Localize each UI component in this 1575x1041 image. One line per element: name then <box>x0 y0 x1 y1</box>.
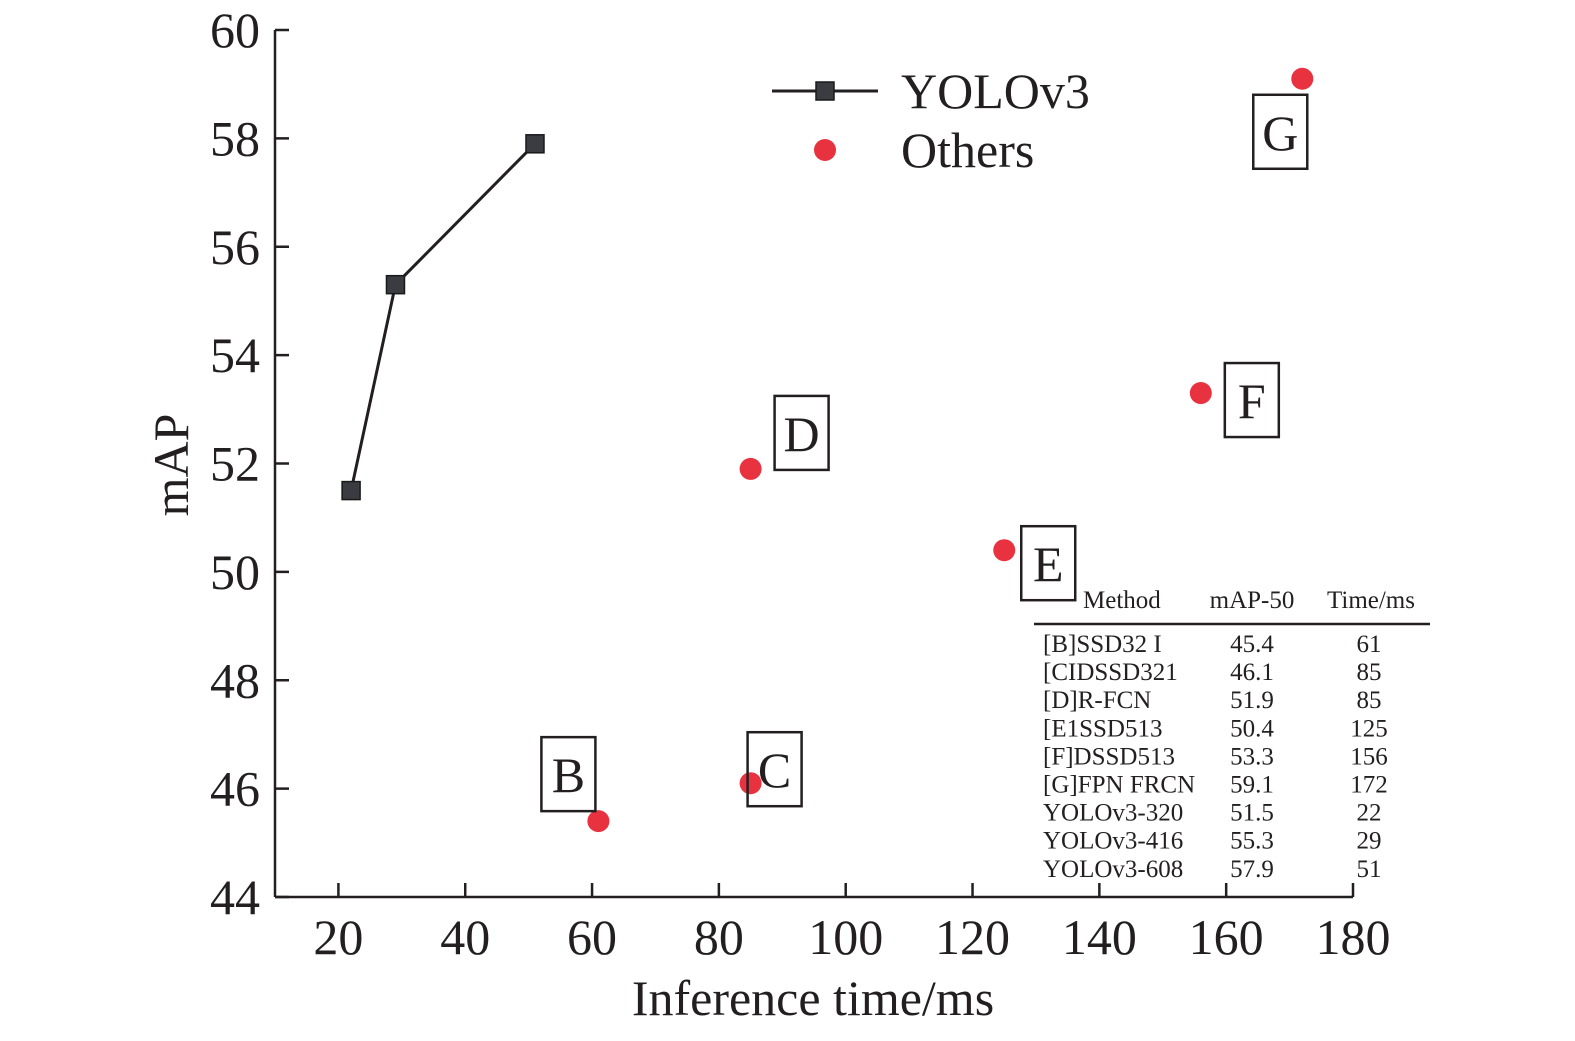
yolov3-point-0 <box>341 480 361 501</box>
axes <box>273 30 1353 899</box>
table-header-2: Time/ms <box>1327 587 1415 614</box>
point-label-F: F <box>1238 373 1266 429</box>
point-label-B: B <box>552 747 585 803</box>
table-cell: 51 <box>1357 856 1382 883</box>
yolov3-point-1 <box>385 274 406 295</box>
others-series: B C D E F G <box>540 67 1314 833</box>
table-cell: 61 <box>1357 631 1382 658</box>
table-cell: [CIDSSD321 <box>1043 659 1178 686</box>
y-tick-label-50: 50 <box>210 544 260 600</box>
table-header-1: mAP-50 <box>1210 587 1295 614</box>
table-cell: YOLOv3-320 <box>1043 800 1183 827</box>
label-box-B <box>540 735 597 813</box>
table-cell: [E1SSD513 <box>1043 715 1162 742</box>
y-tick-label-58: 58 <box>210 110 260 166</box>
y-axis-title: mAP <box>143 414 199 517</box>
y-axis-ticks: 44 46 48 50 52 54 56 58 60 <box>210 2 289 925</box>
yolov3-point-2 <box>525 134 545 154</box>
others-point-C <box>739 772 762 795</box>
x-tick-label-140: 140 <box>1062 909 1137 965</box>
table-header-0: Method <box>1083 587 1161 614</box>
table-cell: YOLOv3-416 <box>1043 828 1183 855</box>
point-label-E: E <box>1033 536 1064 592</box>
table-cell: 22 <box>1357 800 1382 827</box>
label-box-E <box>1019 524 1077 602</box>
table-cell: 125 <box>1350 715 1388 742</box>
x-tick-label-80: 80 <box>694 909 744 965</box>
yolov3-series <box>341 134 545 501</box>
legend-yolov3-marker <box>815 81 835 101</box>
point-label-G: G <box>1262 105 1298 161</box>
table-cell: 46.1 <box>1230 659 1274 686</box>
x-tick-label-20: 20 <box>313 909 363 965</box>
label-box-D <box>773 394 830 472</box>
table-cell: 57.9 <box>1230 856 1274 883</box>
table-cell: [G]FPN FRCN <box>1043 772 1195 799</box>
table-cell: 85 <box>1357 659 1382 686</box>
table-cell: 50.4 <box>1230 715 1274 742</box>
x-tick-label-120: 120 <box>935 909 1010 965</box>
table-cell: 29 <box>1357 828 1382 855</box>
table-cell: 53.3 <box>1230 743 1274 770</box>
y-tick-label-54: 54 <box>210 327 260 383</box>
y-tick-label-46: 46 <box>210 761 260 817</box>
table-cell: 172 <box>1350 772 1388 799</box>
results-table: Method mAP-50 Time/ms [B]SSD32 I 45.4 61 [CIDS… <box>1034 587 1430 883</box>
x-tick-label-180: 180 <box>1316 909 1391 965</box>
table-cell: [F]DSSD513 <box>1043 743 1175 770</box>
label-box-C <box>746 730 803 808</box>
table-cell: 51.5 <box>1230 800 1274 827</box>
label-box-G <box>1252 93 1309 171</box>
y-tick-label-52: 52 <box>210 436 260 492</box>
table-cell: 55.3 <box>1230 828 1274 855</box>
x-axis-title: Inference time/ms <box>632 970 994 1026</box>
table-cell: [B]SSD32 I <box>1043 631 1162 658</box>
point-label-D: D <box>784 406 820 462</box>
y-tick-label-48: 48 <box>210 652 260 708</box>
others-point-D <box>739 457 762 480</box>
others-point-B <box>587 810 610 833</box>
legend-others-label: Others <box>901 122 1034 178</box>
yolov3-line <box>349 142 537 491</box>
table-cell: 156 <box>1350 743 1388 770</box>
table-cell: 59.1 <box>1230 772 1274 799</box>
y-tick-label-56: 56 <box>210 219 260 275</box>
label-box-F <box>1223 361 1281 439</box>
x-tick-label-40: 40 <box>440 909 490 965</box>
table-cell: 85 <box>1357 687 1382 714</box>
y-tick-label-44: 44 <box>210 869 260 925</box>
x-tick-label-160: 160 <box>1189 909 1264 965</box>
y-tick-label-60: 60 <box>210 2 260 58</box>
table-cell: [D]R-FCN <box>1043 687 1151 714</box>
table-cell: 51.9 <box>1230 687 1274 714</box>
table-cell: YOLOv3-608 <box>1043 856 1183 883</box>
x-tick-label-60: 60 <box>567 909 617 965</box>
others-point-E <box>993 539 1016 562</box>
x-tick-label-100: 100 <box>808 909 883 965</box>
legend-yolov3-label: YOLOv3 <box>901 63 1090 119</box>
others-point-F <box>1189 382 1212 405</box>
others-point-G <box>1291 67 1314 90</box>
table-cell: 45.4 <box>1230 631 1274 658</box>
point-label-C: C <box>758 742 791 798</box>
legend-others-marker <box>814 139 836 161</box>
x-axis-ticks: 20 40 60 80 100 120 140 160 180 <box>313 883 1391 965</box>
